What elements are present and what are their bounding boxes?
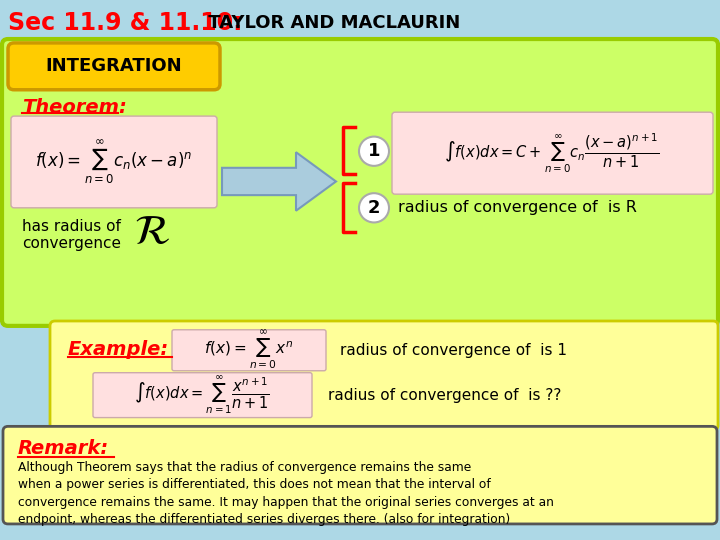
FancyBboxPatch shape	[392, 112, 713, 194]
Text: radius of convergence of  is 1: radius of convergence of is 1	[340, 343, 567, 358]
FancyBboxPatch shape	[8, 43, 220, 90]
Polygon shape	[222, 152, 336, 211]
Text: radius of convergence of  is R: radius of convergence of is R	[398, 200, 637, 215]
Text: has radius of
convergence: has radius of convergence	[22, 219, 121, 251]
Text: INTEGRATION: INTEGRATION	[45, 57, 182, 76]
FancyBboxPatch shape	[11, 116, 217, 208]
Text: radius of convergence of  is ??: radius of convergence of is ??	[328, 388, 562, 403]
Text: Although Theorem says that the radius of convergence remains the same
when a pow: Although Theorem says that the radius of…	[18, 461, 554, 526]
Text: $\int f(x)dx=\sum_{n=1}^{\infty}\dfrac{x^{n+1}}{n+1}$: $\int f(x)dx=\sum_{n=1}^{\infty}\dfrac{x…	[134, 374, 270, 416]
Text: Sec 11.9 & 11.10:: Sec 11.9 & 11.10:	[8, 11, 243, 36]
Text: $\mathcal{R}$: $\mathcal{R}$	[134, 211, 170, 253]
FancyBboxPatch shape	[50, 321, 718, 430]
FancyBboxPatch shape	[172, 330, 326, 371]
Text: 2: 2	[368, 199, 380, 217]
FancyBboxPatch shape	[3, 427, 717, 524]
Text: Theorem:: Theorem:	[22, 98, 127, 117]
Text: $\int f(x)dx = C+\sum_{n=0}^{\infty}c_n\dfrac{(x-a)^{n+1}}{n+1}$: $\int f(x)dx = C+\sum_{n=0}^{\infty}c_n\…	[444, 131, 660, 175]
Circle shape	[359, 137, 389, 166]
Text: $f(x)=\sum_{n=0}^{\infty}x^n$: $f(x)=\sum_{n=0}^{\infty}x^n$	[204, 328, 294, 372]
Text: Remark:: Remark:	[18, 439, 109, 458]
Text: TAYLOR AND MACLAURIN: TAYLOR AND MACLAURIN	[202, 15, 460, 32]
Text: Example:: Example:	[68, 340, 169, 359]
Text: $f(x)=\sum_{n=0}^{\infty}c_n(x-a)^n$: $f(x)=\sum_{n=0}^{\infty}c_n(x-a)^n$	[35, 138, 193, 186]
Circle shape	[359, 193, 389, 222]
FancyBboxPatch shape	[93, 373, 312, 417]
FancyBboxPatch shape	[2, 39, 718, 326]
Text: 1: 1	[368, 142, 380, 160]
